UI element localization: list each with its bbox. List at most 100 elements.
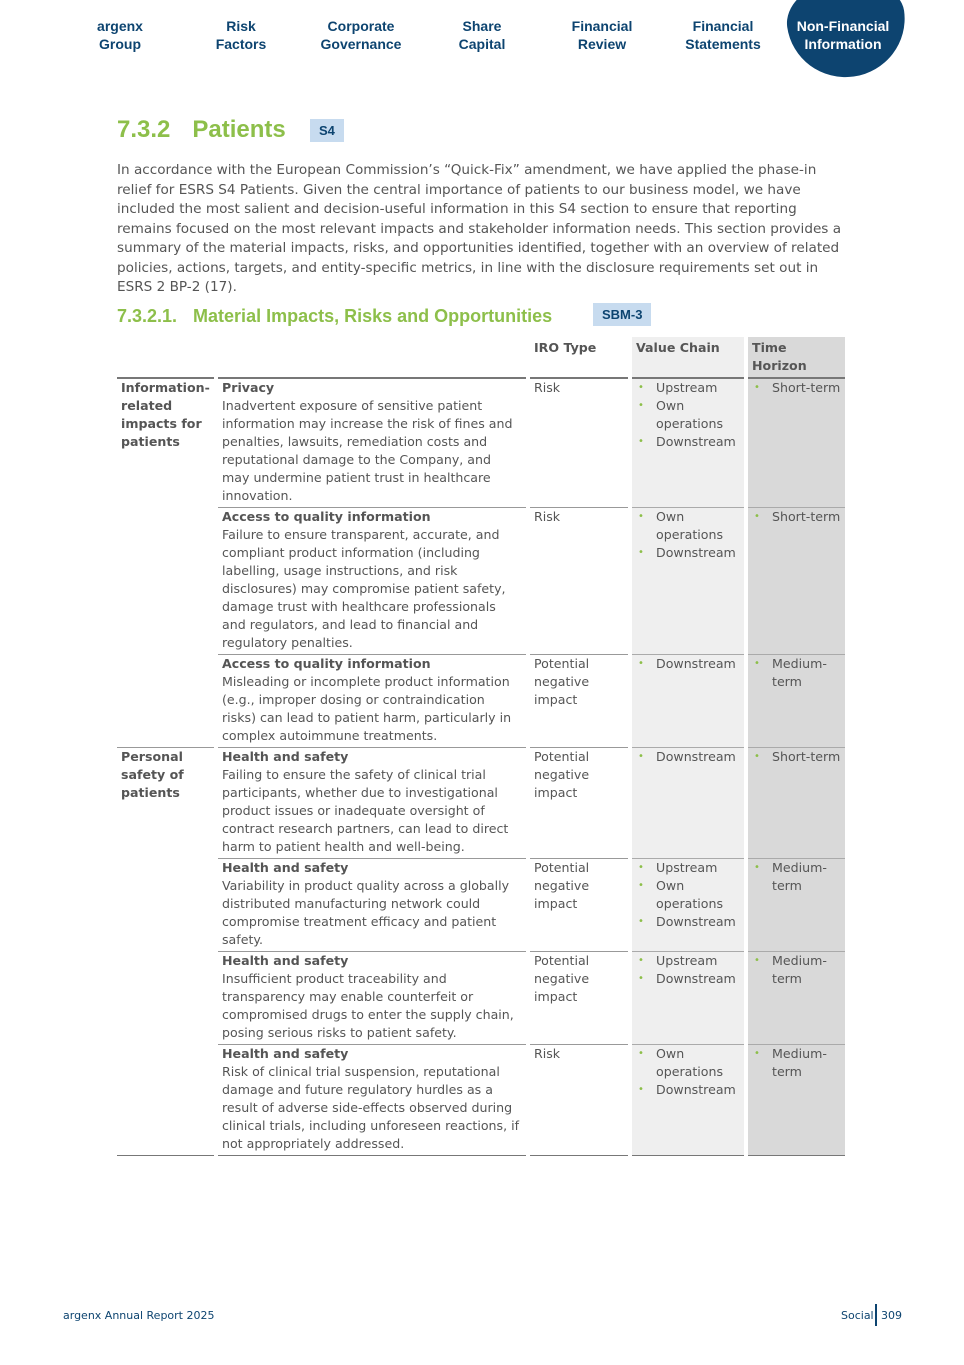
- bullet-item: Upstream: [636, 859, 740, 877]
- nav-item-label: Statements: [685, 36, 761, 52]
- table-row: Information-related impacts for patients…: [117, 377, 845, 507]
- nav-item[interactable]: Corporate Governance: [301, 17, 421, 53]
- nav-item-label: Risk: [226, 18, 256, 34]
- value-chain-cell: Downstream: [632, 747, 744, 858]
- intro-paragraph: In accordance with the European Commissi…: [117, 162, 842, 295]
- table-row: Personal safety of patients Health and sa…: [117, 747, 845, 1156]
- bullet-item: Upstream: [636, 952, 740, 970]
- bullet-item: Downstream: [636, 655, 740, 673]
- description-cell: Access to quality information Misleading …: [218, 654, 526, 747]
- time-horizon-cell: Short-term: [748, 747, 845, 858]
- nav-item[interactable]: argenx Group: [60, 17, 180, 53]
- nav-item-label: Review: [577, 36, 627, 52]
- description-cell: Health and safety Risk of clinical trial …: [218, 1044, 526, 1156]
- iro-table: IRO Type Value Chain Time Horizon Inform…: [113, 337, 849, 1156]
- iro-type-cell: Risk: [530, 377, 628, 507]
- iro-type-cell: Potential negative impact: [530, 858, 628, 951]
- category-cell: Information-related impacts for patients: [117, 377, 214, 747]
- description-cell: Health and safety Variability in product …: [218, 858, 526, 951]
- bullet-list: Own operationsDownstream: [636, 508, 740, 562]
- bullet-item: Short-term: [752, 748, 841, 766]
- impact-title: Access to quality information: [222, 509, 431, 524]
- nav-item-label: Financial: [571, 18, 633, 34]
- header-value-chain: Value Chain: [632, 337, 744, 377]
- time-horizon-cell: Short-term: [748, 377, 845, 507]
- nav-item-label: Group: [99, 36, 141, 52]
- impact-description: Risk of clinical trial suspension, reput…: [222, 1064, 520, 1151]
- footer-section: Social: [841, 1309, 874, 1322]
- nav-item-label: Corporate: [327, 18, 395, 34]
- table-row: Health and safety Variability in product …: [117, 858, 845, 951]
- subsection-badge: SBM-3: [593, 303, 652, 326]
- time-horizon-cell: Medium-term: [748, 1044, 845, 1156]
- bullet-item: Medium-term: [752, 859, 841, 895]
- nav-item-label: Financial: [692, 18, 754, 34]
- nav-item[interactable]: Financial Statements: [663, 17, 783, 53]
- nav-item-label: Capital: [458, 36, 506, 52]
- nav-item-label: Governance: [320, 36, 402, 52]
- table-row: Access to quality information Misleading …: [117, 654, 845, 747]
- iro-type-cell: Risk: [530, 507, 628, 654]
- bullet-item: Medium-term: [752, 1045, 841, 1081]
- iro-type-cell: Potential negative impact: [530, 951, 628, 1044]
- time-horizon-cell: Medium-term: [748, 858, 845, 951]
- impact-description: Failure to ensure transparent, accurate,…: [222, 527, 506, 650]
- bullet-list: Short-term: [752, 508, 841, 526]
- bullet-item: Own operations: [636, 508, 740, 544]
- bullet-list: Medium-term: [752, 952, 841, 988]
- nav-item[interactable]: Financial Review: [542, 17, 662, 53]
- nav-item[interactable]: Risk Factors: [181, 17, 301, 53]
- header-description: [218, 337, 526, 377]
- time-horizon-cell: Medium-term: [748, 951, 845, 1044]
- value-chain-cell: UpstreamDownstream: [632, 951, 744, 1044]
- bullet-item: Downstream: [636, 1081, 740, 1099]
- bullet-item: Downstream: [636, 544, 740, 562]
- value-chain-cell: Downstream: [632, 654, 744, 747]
- impact-description: Variability in product quality across a …: [222, 878, 510, 947]
- impact-title: Health and safety: [222, 1046, 349, 1061]
- impact-title: Health and safety: [222, 749, 349, 764]
- subsection-title: 7.3.2.1. Material Impacts, Risks and Oppo…: [117, 306, 553, 326]
- nav-item[interactable]: Non-Financial Information: [783, 17, 903, 53]
- time-horizon-cell: Short-term: [748, 507, 845, 654]
- table-row: Health and safety Risk of clinical trial …: [117, 1044, 845, 1156]
- value-chain-cell: UpstreamOwn operationsDownstream: [632, 377, 744, 507]
- nav-item-label: Information: [804, 36, 882, 52]
- description-cell: Health and safety Failing to ensure the s…: [218, 747, 526, 858]
- bullet-list: UpstreamOwn operationsDownstream: [636, 379, 740, 451]
- impact-title: Access to quality information: [222, 656, 431, 671]
- description-cell: Access to quality information Failure to …: [218, 507, 526, 654]
- value-chain-cell: Own operationsDownstream: [632, 507, 744, 654]
- bullet-item: Downstream: [636, 433, 740, 451]
- header-category: [117, 337, 214, 377]
- nav-item-label: Factors: [215, 36, 267, 52]
- bullet-item: Upstream: [636, 379, 740, 397]
- bullet-item: Own operations: [636, 877, 740, 913]
- nav-item[interactable]: Share Capital: [422, 17, 542, 53]
- bullet-item: Short-term: [752, 508, 841, 526]
- value-chain-cell: UpstreamOwn operationsDownstream: [632, 858, 744, 951]
- bullet-list: Medium-term: [752, 859, 841, 895]
- header-iro-type: IRO Type: [534, 340, 597, 355]
- impact-description: Failing to ensure the safety of clinical…: [222, 767, 509, 854]
- impact-title: Health and safety: [222, 953, 349, 968]
- nav-item-label: argenx: [97, 18, 143, 34]
- section-title: 7.3.2 Patients: [117, 116, 286, 143]
- impact-title: Privacy: [222, 380, 275, 395]
- impact-description: Insufficient product traceability and tr…: [222, 971, 514, 1040]
- section-badge: S4: [310, 119, 344, 142]
- description-cell: Health and safety Insufficient product tr…: [218, 951, 526, 1044]
- bullet-list: Own operationsDownstream: [636, 1045, 740, 1099]
- time-horizon-cell: Medium-term: [748, 654, 845, 747]
- top-navigation: argenx Group Risk Factors Corporate Governanc…: [60, 0, 920, 85]
- bullet-list: Medium-term: [752, 655, 841, 691]
- bullet-list: Downstream: [636, 748, 740, 766]
- page-number: 309: [881, 1309, 902, 1322]
- bullet-list: UpstreamOwn operationsDownstream: [636, 859, 740, 931]
- bullet-item: Short-term: [752, 379, 841, 397]
- impact-description: Inadvertent exposure of sensitive patien…: [222, 398, 513, 503]
- header-time-horizon: Time Horizon: [748, 337, 845, 377]
- footer-report-title: argenx Annual Report 2025: [63, 1309, 215, 1322]
- iro-type-cell: Risk: [530, 1044, 628, 1156]
